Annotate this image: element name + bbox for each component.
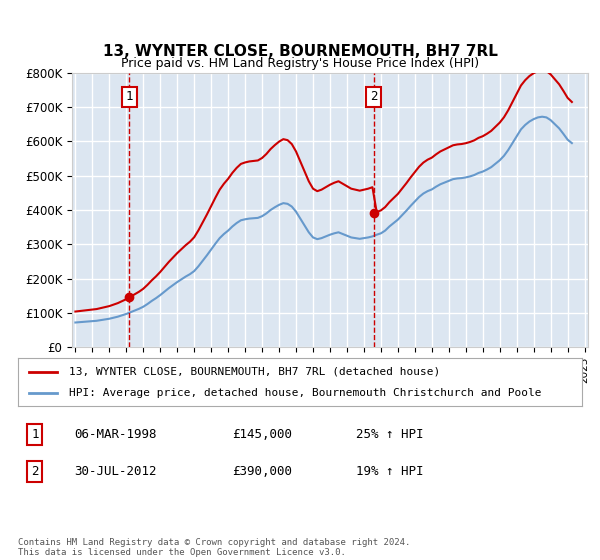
Text: 30-JUL-2012: 30-JUL-2012: [74, 465, 157, 478]
Text: 19% ↑ HPI: 19% ↑ HPI: [356, 465, 424, 478]
Text: Price paid vs. HM Land Registry's House Price Index (HPI): Price paid vs. HM Land Registry's House …: [121, 57, 479, 70]
Text: 13, WYNTER CLOSE, BOURNEMOUTH, BH7 7RL (detached house): 13, WYNTER CLOSE, BOURNEMOUTH, BH7 7RL (…: [69, 367, 440, 377]
Text: 25% ↑ HPI: 25% ↑ HPI: [356, 428, 424, 441]
Text: £390,000: £390,000: [232, 465, 292, 478]
Text: 2: 2: [31, 465, 38, 478]
Text: £145,000: £145,000: [232, 428, 292, 441]
Text: 13, WYNTER CLOSE, BOURNEMOUTH, BH7 7RL: 13, WYNTER CLOSE, BOURNEMOUTH, BH7 7RL: [103, 44, 497, 59]
Text: HPI: Average price, detached house, Bournemouth Christchurch and Poole: HPI: Average price, detached house, Bour…: [69, 388, 541, 398]
Text: 06-MAR-1998: 06-MAR-1998: [74, 428, 157, 441]
Text: 2: 2: [370, 90, 377, 103]
Text: Contains HM Land Registry data © Crown copyright and database right 2024.
This d: Contains HM Land Registry data © Crown c…: [18, 538, 410, 557]
Text: 1: 1: [125, 90, 133, 103]
Text: 1: 1: [31, 428, 38, 441]
